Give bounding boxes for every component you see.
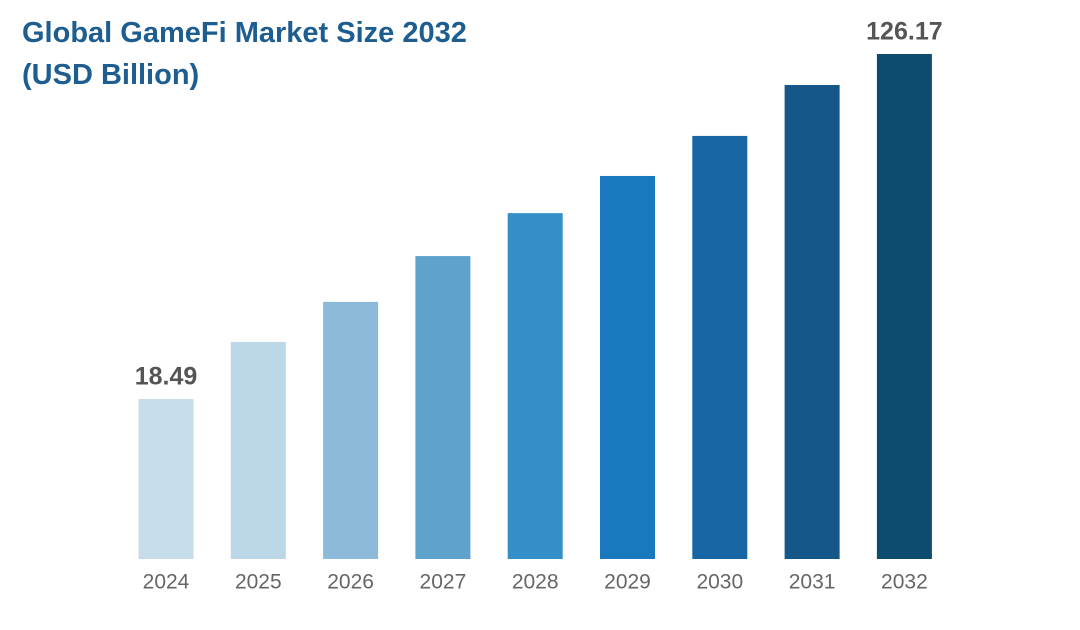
x-tick-label: 2029 (604, 571, 651, 594)
bar (600, 175, 655, 559)
x-tick-label: 2024 (143, 571, 190, 594)
bar (230, 341, 286, 559)
bar (507, 213, 563, 559)
bar (323, 301, 379, 559)
bar (784, 84, 840, 560)
x-tick-label: 2030 (696, 571, 743, 594)
x-tick-label: 2032 (881, 571, 928, 594)
x-tick-label: 2028 (512, 571, 559, 594)
x-tick-label: 2026 (327, 571, 374, 594)
chart-title: Global GameFi Market Size 2032 (USD Bill… (22, 17, 467, 91)
x-tick-label: 2027 (420, 571, 467, 594)
bar (415, 256, 471, 559)
x-tick-label: 2031 (789, 571, 836, 594)
x-tick-label: 2025 (235, 571, 282, 594)
bar (138, 398, 194, 559)
bar (876, 54, 932, 559)
value-label: 126.17 (866, 18, 942, 46)
value-label: 18.49 (135, 363, 198, 391)
bar (692, 135, 748, 559)
